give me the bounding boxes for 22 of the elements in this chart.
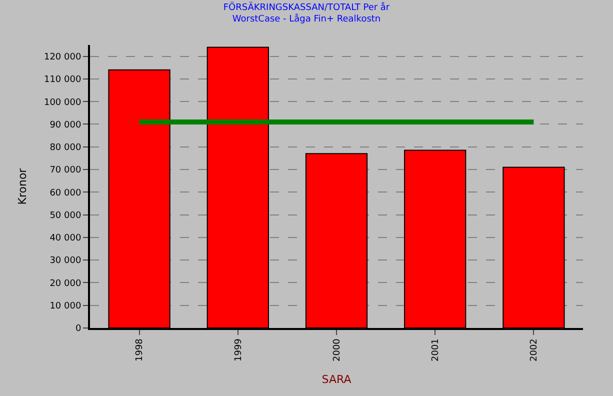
x-tick-label: 1998 [135,338,146,362]
y-axis-title: Kronor [16,168,30,205]
y-tick-label: 120 000 [44,52,82,62]
y-tick-label: 50 000 [50,210,82,221]
y-tick-label: 40 000 [50,234,82,244]
chart-title: FÖRSÄKRINGSKASSAN/TOTALT Per år [223,0,390,13]
y-tick-label: 110 000 [44,75,82,86]
x-axis-title: SARA [322,373,352,386]
y-tick-label: 90 000 [50,120,82,130]
y-tick-label: 80 000 [50,143,82,154]
y-tick-label: 0 [75,324,82,334]
y-tick-label: 30 000 [50,256,82,266]
y-tick-label: 100 000 [44,98,82,108]
x-tick-label: 2002 [530,338,540,362]
x-tick-label: 1999 [234,338,244,362]
y-tick-label: 20 000 [50,278,82,289]
y-tick-label: 60 000 [50,188,82,198]
y-tick-label: 70 000 [50,166,82,176]
x-tick-label: 2000 [332,338,342,362]
x-tick-label: 2001 [431,338,442,362]
chart-subtitle: WorstCase - Låga Fin+ Realkostn [232,14,381,25]
y-tick-label: 10 000 [50,302,82,312]
